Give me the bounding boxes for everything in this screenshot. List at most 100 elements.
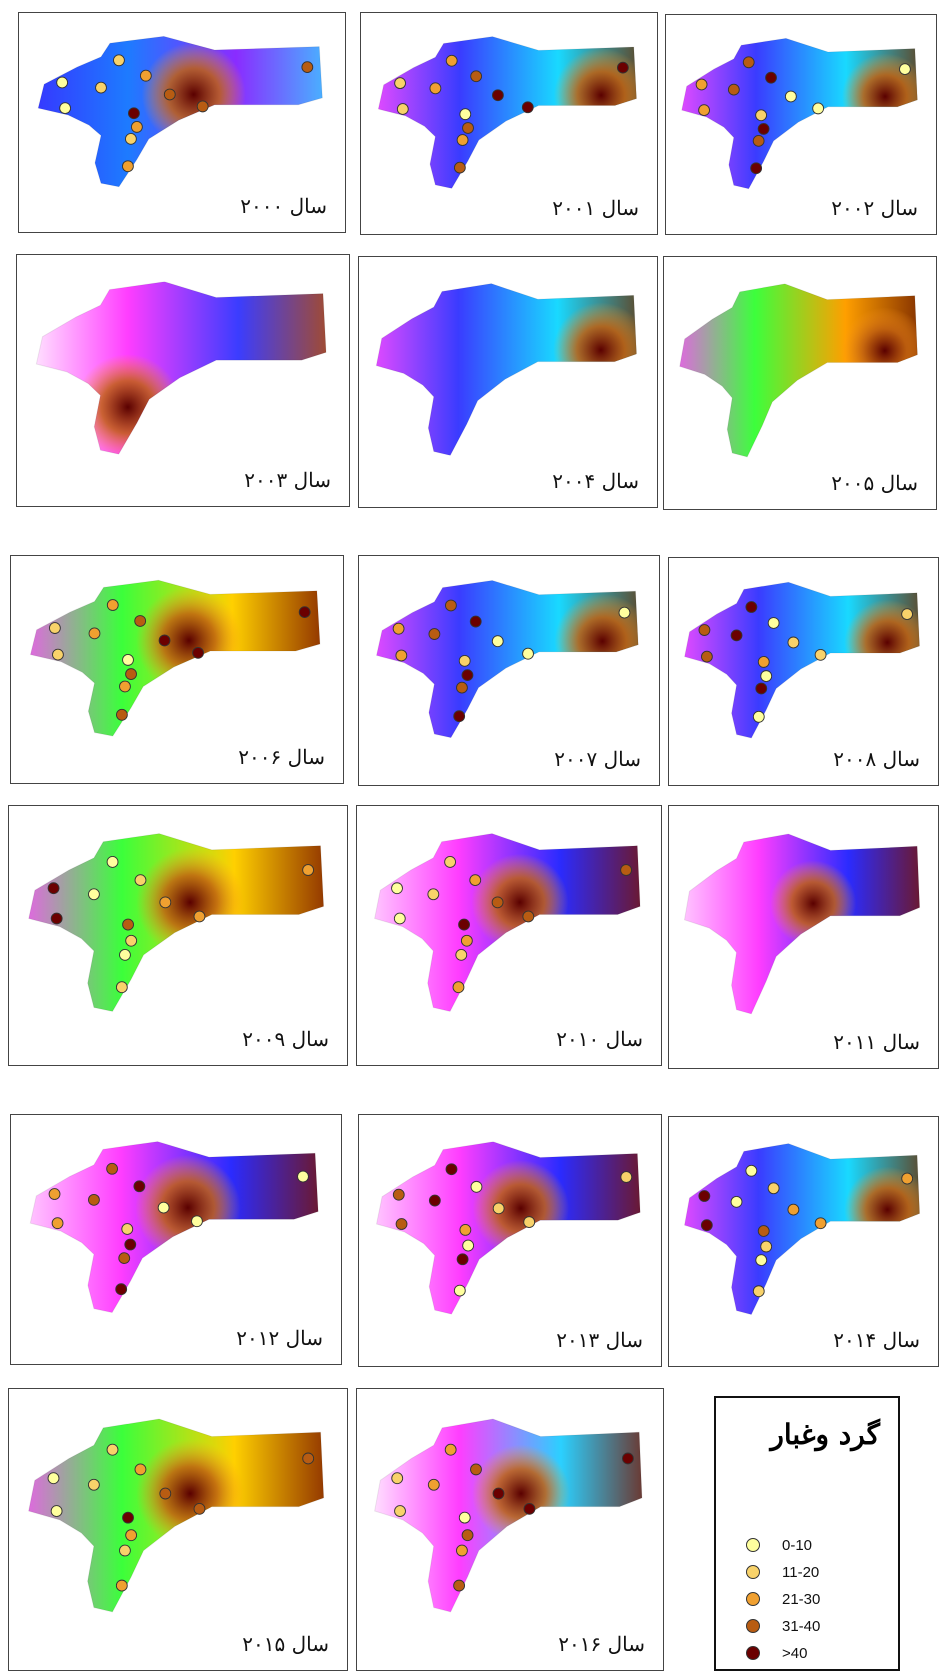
station-marker [755,109,768,122]
station-marker [115,1579,128,1592]
station-marker [492,1487,505,1500]
station-marker [620,1171,633,1183]
legend-swatch [746,1592,760,1606]
map-panel: سال ۲۰۱۰ [356,805,662,1066]
station-marker [456,134,469,146]
station-marker [88,1193,100,1206]
year-label: سال ۲۰۱۶ [558,1632,645,1656]
station-marker [106,1162,119,1175]
station-marker [456,681,468,694]
legend-item: 11-20 [746,1562,819,1582]
legend-title: گرد وغبار [770,1418,880,1451]
station-marker [814,648,827,661]
station-marker [48,1188,61,1200]
map-panel: سال ۲۰۱۳ [358,1114,662,1367]
legend-item: 21-30 [746,1589,820,1609]
station-marker [767,1182,780,1195]
station-marker [491,635,504,648]
station-marker [899,63,911,76]
province-boundary [375,1141,641,1315]
station-marker [48,622,61,634]
dust-map [37,35,323,188]
station-marker [113,54,125,67]
station-marker [458,918,470,931]
station-marker [458,654,471,667]
station-marker [698,1190,711,1202]
station-marker [428,1194,441,1207]
station-marker [396,103,409,115]
station-marker [127,107,140,120]
year-label: سال ۲۰۰۲ [831,196,918,220]
station-marker [752,134,765,147]
station-marker [302,1452,315,1465]
station-marker [191,1215,203,1228]
station-marker [491,89,504,102]
station-marker [700,1219,713,1232]
year-label: سال ۲۰۱۳ [556,1328,643,1352]
station-marker [745,1164,758,1177]
interpolated-surface [28,1418,324,1612]
legend-item: 31-40 [746,1616,820,1636]
station-marker [134,874,147,887]
legend-swatch [746,1538,760,1552]
station-marker [767,617,780,629]
station-marker [445,1163,458,1176]
station-marker [750,162,763,175]
station-marker [616,61,629,74]
map-panel: سال ۲۰۰۳ [16,254,350,507]
station-marker [730,629,743,642]
year-label: سال ۲۰۰۶ [238,745,325,769]
station-marker [752,1285,765,1298]
legend-swatch [746,1565,760,1579]
year-label: سال ۲۰۱۲ [236,1326,323,1350]
station-marker [125,934,138,947]
station-marker [462,122,474,134]
station-marker [122,160,134,173]
station-marker [118,1252,131,1265]
station-marker [727,83,740,96]
station-marker [134,615,147,627]
station-marker [745,601,758,613]
dust-map [681,37,918,190]
legend-label: 21-30 [782,1590,821,1608]
station-marker [470,1180,483,1193]
station-marker [125,132,137,145]
station-marker [622,1452,634,1465]
year-label: سال ۲۰۰۳ [244,468,331,492]
legend-swatch [746,1619,760,1633]
station-marker [139,69,152,82]
year-label: سال ۲۰۰۷ [554,747,641,771]
station-marker [192,646,204,659]
station-marker [157,1201,170,1214]
station-marker [523,1502,536,1515]
map-panel: سال ۲۰۱۶ [356,1388,664,1671]
dust-map [374,1418,643,1613]
map-panel: سال ۲۰۰۹ [8,805,348,1066]
station-marker [458,1511,471,1524]
station-marker [116,708,128,721]
station-marker [760,1240,773,1253]
province-boundary [684,581,920,739]
year-label: سال ۲۰۱۰ [556,1027,643,1051]
year-label: سال ۲۰۰۱ [552,196,639,220]
dust-hotspot [136,1439,245,1548]
station-marker [59,102,72,115]
station-marker [521,101,534,114]
legend-swatch [746,1646,760,1660]
station-marker [812,102,825,115]
legend-label: 11-20 [782,1563,820,1581]
station-marker [814,1217,827,1230]
map-panel: سال ۲۰۰۴ [358,256,658,508]
year-label: سال ۲۰۰۹ [242,1027,329,1051]
station-marker [392,1188,405,1201]
year-label: سال ۲۰۰۵ [831,471,918,495]
station-marker [391,1472,404,1485]
station-marker [134,1463,147,1476]
province-boundary [374,1418,643,1613]
dust-map [684,581,920,739]
station-marker [394,1505,406,1517]
station-marker [119,948,131,961]
station-marker [445,599,457,612]
station-marker [115,1283,128,1296]
station-marker [301,61,314,74]
